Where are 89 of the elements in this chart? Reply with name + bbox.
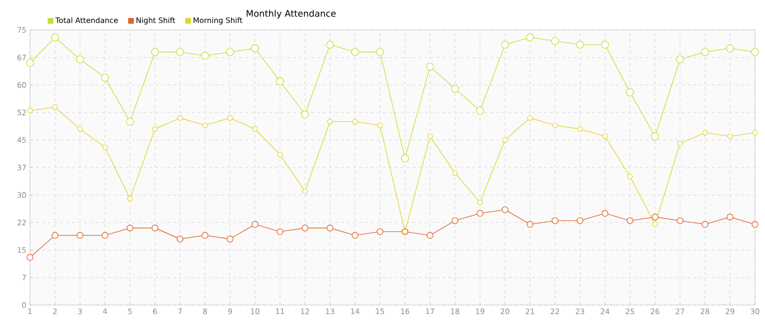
point (326, 40, 334, 49)
point (326, 224, 334, 232)
point (176, 48, 184, 56)
point (602, 134, 608, 140)
point (251, 44, 259, 52)
point (701, 48, 709, 56)
point (302, 224, 308, 232)
point (702, 221, 708, 228)
point (626, 217, 634, 224)
point (552, 122, 558, 128)
point (577, 126, 583, 132)
point (502, 206, 508, 214)
point (526, 33, 534, 42)
point (227, 115, 233, 121)
point (526, 221, 534, 228)
point (527, 115, 533, 121)
point (551, 37, 559, 45)
point (477, 200, 483, 206)
point (602, 210, 608, 217)
point (26, 254, 34, 261)
point (752, 221, 758, 228)
point (626, 88, 634, 96)
point (501, 40, 509, 49)
point (452, 217, 458, 224)
point (302, 188, 308, 194)
point (502, 137, 508, 143)
point (177, 115, 183, 121)
point (152, 224, 158, 232)
point (276, 228, 284, 236)
point (726, 44, 734, 52)
point (652, 222, 658, 228)
point (727, 134, 733, 140)
point (226, 236, 234, 242)
point (676, 55, 684, 64)
point (127, 196, 133, 202)
point (377, 122, 383, 128)
point (102, 144, 108, 150)
point (476, 210, 484, 217)
point (702, 130, 708, 136)
point (27, 108, 33, 114)
point (427, 134, 433, 140)
point (401, 154, 409, 162)
point (51, 33, 59, 42)
point (751, 48, 759, 56)
point (152, 126, 158, 132)
point (351, 48, 359, 56)
point (52, 104, 58, 110)
point (76, 232, 84, 239)
point (151, 48, 159, 56)
point (102, 232, 108, 239)
point (476, 106, 484, 115)
point (201, 52, 209, 60)
point (677, 140, 683, 146)
point (126, 224, 134, 232)
point (601, 40, 609, 49)
point (576, 40, 584, 49)
point (252, 126, 258, 132)
point (226, 48, 234, 56)
point (652, 214, 658, 220)
point (676, 217, 684, 224)
point (576, 217, 584, 224)
point (352, 118, 358, 124)
point (202, 232, 208, 239)
point (752, 130, 758, 136)
point (376, 48, 384, 56)
point (726, 214, 734, 220)
point (176, 236, 184, 242)
point (627, 174, 633, 180)
point (277, 152, 283, 158)
point (651, 132, 659, 140)
point (276, 77, 284, 86)
point (426, 232, 434, 239)
point (101, 74, 109, 82)
point (76, 55, 84, 64)
point (77, 126, 83, 132)
point (301, 110, 309, 118)
point (426, 62, 434, 71)
point (126, 118, 134, 126)
point (252, 221, 258, 228)
point (376, 228, 384, 236)
point (451, 84, 459, 93)
point (26, 59, 34, 67)
point (552, 217, 558, 224)
point (202, 122, 208, 128)
point (52, 232, 58, 239)
point (352, 232, 358, 239)
point (452, 170, 458, 176)
point (327, 118, 333, 124)
chart-title: Monthly Attendance (246, 10, 336, 19)
